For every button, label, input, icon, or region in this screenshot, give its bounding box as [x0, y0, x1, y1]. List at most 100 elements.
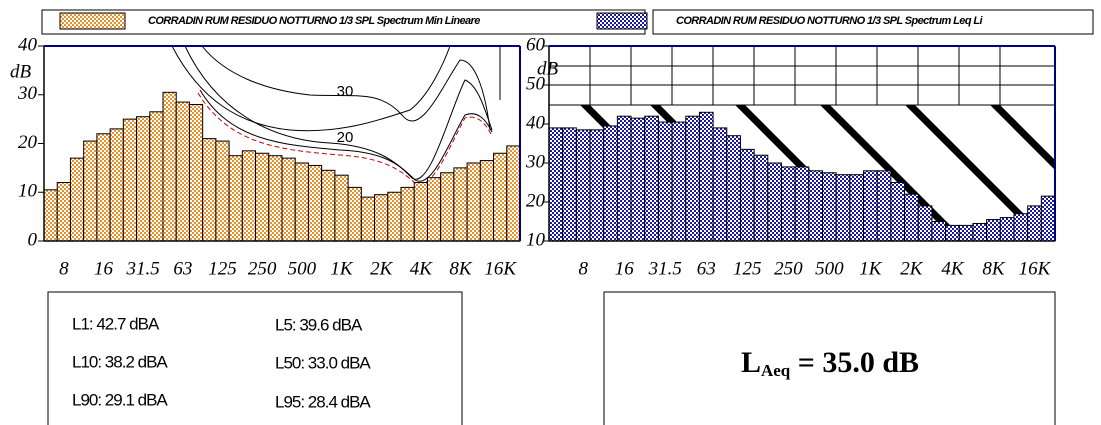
stat: L95: 28.4 dBA	[275, 392, 371, 411]
laeq-value: = 35.0 dB	[790, 346, 919, 379]
stat: L1: 42.7 dBA	[72, 314, 160, 333]
bar	[96, 133, 111, 242]
bar	[739, 148, 755, 242]
y-tick-label: 20	[18, 132, 38, 153]
bar	[228, 155, 243, 242]
x-tick-label: 2K	[900, 258, 924, 279]
bar	[413, 182, 428, 242]
x-tick-label: 250	[248, 258, 277, 279]
bar	[1040, 195, 1056, 242]
bar	[83, 140, 98, 242]
bar	[849, 174, 865, 242]
limit-grid	[549, 46, 1055, 106]
nr-curves	[171, 46, 501, 185]
bar	[986, 219, 1001, 242]
bar	[122, 118, 138, 242]
bar	[780, 166, 796, 242]
laeq-subscript: Aeq	[761, 361, 791, 380]
x-tick-label: 31.5	[648, 258, 682, 279]
y-axis-label: dB	[537, 58, 559, 79]
bar	[202, 138, 217, 242]
bar	[876, 170, 892, 242]
nr-curve	[201, 46, 491, 131]
bar	[43, 189, 58, 242]
y-tick-label: 10	[526, 229, 546, 250]
bar	[835, 174, 851, 242]
stat: L50: 33.0 dBA	[275, 353, 371, 372]
x-tick-label: 1K	[859, 258, 883, 279]
bar	[657, 121, 673, 242]
bar	[808, 170, 824, 242]
nr-curve	[197, 92, 493, 185]
x-tick-label: 8K	[982, 258, 1006, 279]
bar	[575, 129, 591, 242]
bar	[215, 140, 230, 242]
legend-label: CORRADIN RUM RESIDUO NOTTURNO 1/3 SPL Sp…	[148, 15, 480, 27]
bar	[466, 162, 481, 242]
bar	[671, 121, 687, 242]
bar	[255, 152, 270, 242]
legend-swatch	[59, 12, 126, 30]
bar	[136, 116, 151, 242]
bar	[767, 162, 782, 242]
bar	[917, 205, 933, 242]
nr-curve	[199, 89, 493, 182]
bar	[603, 125, 618, 242]
bar	[753, 154, 769, 242]
x-tick-label: 250	[774, 258, 803, 279]
bar	[321, 169, 336, 242]
bar	[945, 224, 960, 242]
bar	[931, 221, 947, 242]
bar	[890, 182, 906, 242]
bar	[188, 104, 204, 242]
bar	[1013, 213, 1029, 242]
bar	[374, 194, 389, 242]
bar	[698, 111, 714, 242]
x-tick-label: 16K	[1019, 258, 1052, 279]
stats-box	[47, 291, 463, 425]
bar	[972, 222, 988, 242]
bar	[294, 162, 309, 242]
bar	[958, 224, 974, 242]
y-tick-label: 30	[525, 151, 546, 172]
bar	[726, 135, 741, 242]
bar	[268, 155, 283, 242]
x-tick-label: 63	[697, 258, 716, 279]
bar	[493, 152, 508, 242]
bar	[56, 182, 71, 242]
bar	[712, 127, 728, 242]
bar	[1027, 205, 1042, 242]
y-axis-label: dB	[10, 61, 32, 82]
legend-swatch	[596, 12, 648, 30]
bar	[149, 111, 164, 242]
annotation: 20	[337, 129, 354, 146]
bar	[685, 115, 700, 242]
annotation: 30	[337, 83, 354, 100]
x-tick-label: 8K	[449, 258, 473, 279]
x-tick-label: 16K	[484, 258, 517, 279]
x-tick-label: 8	[59, 258, 69, 279]
bar	[453, 167, 468, 242]
stat: L10: 38.2 dBA	[72, 352, 168, 371]
y-tick-label: 40	[18, 34, 38, 55]
bar	[162, 91, 177, 242]
bar	[426, 177, 442, 242]
bar	[589, 129, 605, 242]
y-tick-label: 10	[18, 181, 38, 202]
x-tick-label: 500	[815, 258, 844, 279]
x-tick-label: 4K	[941, 258, 965, 279]
bar	[548, 127, 564, 242]
bar	[334, 174, 349, 242]
bar	[109, 128, 124, 242]
y-tick-label: 50	[526, 73, 546, 94]
bar	[616, 115, 632, 242]
bar	[794, 166, 810, 242]
stat: L90: 29.1 dBA	[72, 390, 168, 409]
y-tick-label: 20	[526, 190, 546, 211]
bar	[822, 172, 837, 242]
bar	[347, 186, 362, 242]
bar	[281, 157, 296, 242]
bar	[440, 172, 455, 242]
bar	[400, 186, 415, 242]
